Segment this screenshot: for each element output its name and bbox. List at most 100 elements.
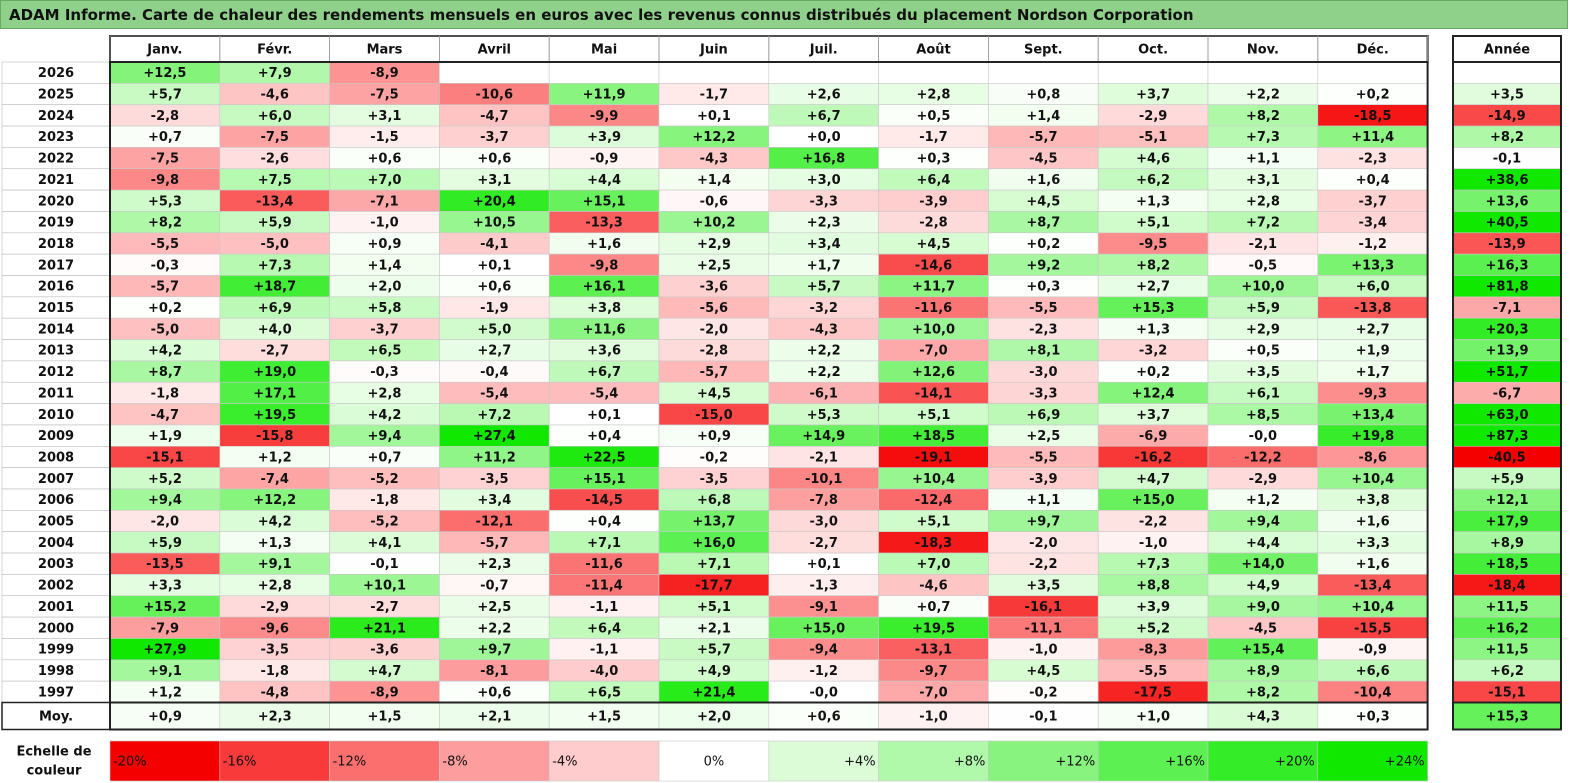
heatmap-cell-value: -7,0 bbox=[919, 685, 947, 700]
heatmap-cell-value: +4,5 bbox=[917, 237, 951, 252]
heatmap-cell-value: +0,7 bbox=[917, 600, 951, 615]
heatmap-cell-value: +2,8 bbox=[368, 386, 402, 401]
color-scale-swatch bbox=[329, 740, 440, 782]
heatmap-cell-value: +2,3 bbox=[807, 216, 841, 231]
heatmap-cell-value: +5,7 bbox=[807, 280, 841, 295]
heatmap-cell-value: -14,1 bbox=[915, 386, 952, 401]
heatmap-cell-value: +3,1 bbox=[368, 109, 402, 124]
heatmap-cell-value: +0,2 bbox=[1026, 237, 1060, 252]
row-year-label: 2026 bbox=[38, 66, 74, 81]
heatmap-cell-value: +1,4 bbox=[1026, 109, 1060, 124]
heatmap-cell-value: +1,6 bbox=[1026, 173, 1060, 188]
average-cell bbox=[1317, 702, 1428, 730]
heatmap-cell-value: -7,8 bbox=[809, 493, 837, 508]
heatmap-cell-value: +15,2 bbox=[143, 600, 186, 615]
heatmap-cell-value: +0,6 bbox=[477, 280, 511, 295]
heatmap-cell-value: +3,4 bbox=[477, 493, 511, 508]
heatmap-cell-value: -3,6 bbox=[700, 280, 728, 295]
annual-cell-value: +51,7 bbox=[1486, 365, 1529, 380]
month-header-label: Oct. bbox=[1138, 43, 1168, 58]
heatmap-cell-value: +10,4 bbox=[1351, 472, 1394, 487]
average-cell-value: +2,3 bbox=[258, 710, 292, 725]
heatmap-cell-value: -1,0 bbox=[1029, 643, 1057, 658]
average-annual-cell bbox=[1452, 702, 1562, 730]
heatmap-cell-value: +5,3 bbox=[807, 408, 841, 423]
heatmap-cell-value: -2,0 bbox=[1029, 536, 1057, 551]
heatmap-cell-value: -3,5 bbox=[700, 472, 728, 487]
heatmap-cell-value: +1,9 bbox=[148, 429, 182, 444]
heatmap-cell-value: -3,0 bbox=[1029, 365, 1057, 380]
heatmap-cell-value: +12,5 bbox=[143, 66, 186, 81]
heatmap-cell-value: +7,5 bbox=[258, 173, 292, 188]
heatmap-cell-value: -5,5 bbox=[1139, 664, 1167, 679]
heatmap-cell-value: +6,9 bbox=[258, 301, 292, 316]
row-year-label: 1997 bbox=[38, 685, 74, 700]
color-scale-stop-label: -12% bbox=[333, 755, 367, 770]
row-year-label: 2012 bbox=[38, 365, 74, 380]
average-cell-value: -0,1 bbox=[1029, 710, 1057, 725]
annual-cell-value: +16,2 bbox=[1486, 621, 1529, 636]
heatmap-cell-value: -3,7 bbox=[370, 322, 398, 337]
row-year-label: 1998 bbox=[38, 664, 74, 679]
heatmap-cell-value: +3,0 bbox=[807, 173, 841, 188]
heatmap-cell-value: +7,0 bbox=[917, 557, 951, 572]
month-header-label: Mars bbox=[367, 43, 403, 58]
heatmap-cell-value: -10,6 bbox=[476, 88, 513, 103]
heatmap-cell-value: +2,8 bbox=[917, 88, 951, 103]
heatmap-cell-value: +4,7 bbox=[1136, 472, 1170, 487]
color-scale-swatch bbox=[219, 740, 330, 782]
heatmap-cell-value: +1,4 bbox=[697, 173, 731, 188]
heatmap-cell-value: -0,4 bbox=[480, 365, 508, 380]
heatmap-cell-value: -5,7 bbox=[1029, 130, 1057, 145]
heatmap-cell-value: -1,0 bbox=[370, 216, 398, 231]
heatmap-cell-value: -3,5 bbox=[480, 472, 508, 487]
heatmap-cell-value: +6,9 bbox=[1026, 408, 1060, 423]
heatmap-cell-value: -1,2 bbox=[809, 664, 837, 679]
heatmap-cell-value: -4,1 bbox=[480, 237, 508, 252]
month-header-label: Sept. bbox=[1024, 43, 1063, 58]
heatmap-cell-value: +4,5 bbox=[1026, 664, 1060, 679]
heatmap-cell-value: +3,4 bbox=[807, 237, 841, 252]
heatmap-cell-value: +0,0 bbox=[807, 130, 841, 145]
annual-cell-value: -15,1 bbox=[1488, 685, 1525, 700]
average-cell bbox=[1097, 702, 1209, 730]
average-cell-value: +1,0 bbox=[1136, 710, 1170, 725]
average-cell bbox=[439, 702, 550, 730]
color-scale-stop-label: +4% bbox=[844, 755, 876, 770]
heatmap-cell-value: +6,4 bbox=[587, 621, 621, 636]
average-cell bbox=[878, 702, 989, 730]
heatmap-cell-value: -5,7 bbox=[700, 365, 728, 380]
heatmap-cell-value: -12,4 bbox=[915, 493, 952, 508]
average-cell-value: +0,9 bbox=[148, 710, 182, 725]
heatmap-cell-value: +0,6 bbox=[477, 152, 511, 167]
month-header-label: Juil. bbox=[809, 43, 838, 58]
heatmap-cell-value: -2,7 bbox=[809, 536, 837, 551]
heatmap-cell-value: +7,1 bbox=[697, 557, 731, 572]
heatmap-cell-value: +4,5 bbox=[697, 386, 731, 401]
heatmap-cell-value: -3,3 bbox=[1029, 386, 1057, 401]
heatmap-cell-value: +10,0 bbox=[912, 322, 955, 337]
row-year-label: 2013 bbox=[38, 344, 74, 359]
heatmap-cell-value: -2,0 bbox=[700, 322, 728, 337]
heatmap-cell-value: -4,3 bbox=[700, 152, 728, 167]
heatmap-cell-value: -0,3 bbox=[151, 258, 179, 273]
heatmap-cell-value: +27,4 bbox=[473, 429, 516, 444]
heatmap-cell-value: -7,5 bbox=[260, 130, 288, 145]
annual-cell-value: +13,6 bbox=[1486, 194, 1529, 209]
heatmap-cell-value: -7,4 bbox=[260, 472, 288, 487]
heatmap-cell-value: +7,3 bbox=[1136, 557, 1170, 572]
heatmap-cell-value: -8,9 bbox=[370, 685, 398, 700]
heatmap-cell-value: +11,4 bbox=[1351, 130, 1394, 145]
heatmap-cell-value: +1,6 bbox=[1356, 515, 1390, 530]
annual-cell-value: +12,1 bbox=[1486, 493, 1529, 508]
heatmap-cell-value: +11,9 bbox=[583, 88, 626, 103]
heatmap-cell-value: +5,7 bbox=[697, 643, 731, 658]
heatmap-cell-value: +3,1 bbox=[477, 173, 511, 188]
heatmap-cell-value: +0,9 bbox=[368, 237, 402, 252]
heatmap-cell-value: -2,6 bbox=[260, 152, 288, 167]
heatmap-cell-value: +8,1 bbox=[1026, 344, 1060, 359]
heatmap-cell-value: -9,4 bbox=[809, 643, 837, 658]
average-cell-value: +4,3 bbox=[1246, 710, 1280, 725]
heatmap-cell-value: -15,1 bbox=[146, 450, 183, 465]
